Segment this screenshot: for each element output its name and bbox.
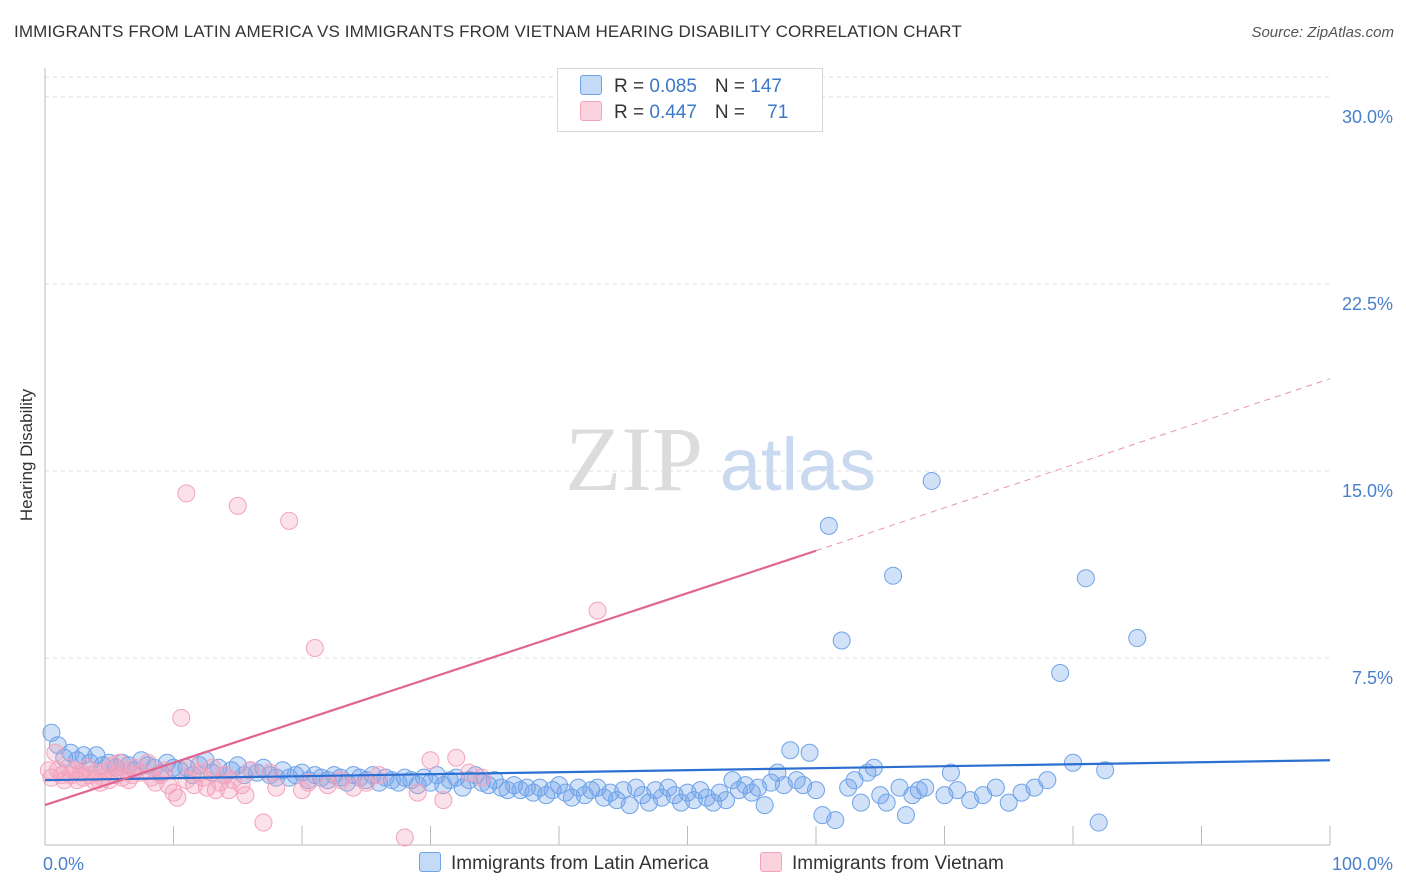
- point-latin-america: [1038, 771, 1057, 790]
- point-vietnam: [168, 788, 187, 807]
- series-vietnam-points: [39, 484, 607, 847]
- point-latin-america: [922, 471, 941, 490]
- point-latin-america: [550, 776, 568, 795]
- point-latin-america: [999, 793, 1018, 812]
- bottom-legend-swatch-pink: [760, 852, 782, 872]
- axes: [44, 68, 1331, 846]
- point-latin-america: [839, 778, 858, 797]
- legend-r-label: R =: [614, 76, 650, 97]
- trend-line-latin-america: [44, 759, 1331, 782]
- point-latin-america: [884, 566, 903, 585]
- y-tick-label: 22.5%: [1342, 294, 1393, 314]
- x-tick-label: 0.0%: [43, 854, 84, 874]
- bottom-legend-vietnam: Immigrants from Vietnam: [760, 852, 1004, 875]
- point-latin-america: [1064, 753, 1082, 772]
- point-latin-america: [1096, 761, 1115, 780]
- grid-lines: [45, 76, 1330, 659]
- legend-n-value: 71: [767, 102, 789, 123]
- trend-line-vietnam-extension: [815, 378, 1331, 552]
- legend-n-value: 147: [750, 76, 782, 97]
- point-latin-america: [755, 796, 774, 815]
- point-vietnam: [228, 496, 247, 515]
- legend-row-latin-america: R = 0.085 N = 147: [580, 75, 782, 101]
- watermark-atlas: atlas: [720, 423, 876, 506]
- bottom-legend-label: Immigrants from Latin America: [451, 853, 709, 874]
- point-vietnam: [293, 781, 311, 800]
- point-latin-america: [941, 763, 960, 782]
- point-latin-america: [453, 778, 472, 797]
- watermark: ZIP atlas: [565, 408, 876, 510]
- trend-lines: [44, 378, 1331, 807]
- point-latin-america: [691, 781, 710, 800]
- legend-swatch-blue: [580, 75, 602, 95]
- point-latin-america: [659, 778, 678, 797]
- point-latin-america: [1128, 629, 1147, 648]
- point-latin-america: [1076, 569, 1095, 588]
- y-tick-label: 30.0%: [1342, 107, 1393, 127]
- point-vietnam: [299, 773, 318, 792]
- point-vietnam: [172, 708, 191, 727]
- point-vietnam: [254, 813, 273, 832]
- point-vietnam: [408, 783, 427, 802]
- point-latin-america: [871, 786, 890, 805]
- point-vietnam: [588, 601, 607, 620]
- point-latin-america: [826, 811, 845, 830]
- point-vietnam: [236, 786, 255, 805]
- source-note: Source: ZipAtlas.com: [1251, 24, 1394, 41]
- point-vietnam: [421, 751, 440, 770]
- point-latin-america: [620, 796, 639, 815]
- legend-swatch-pink: [580, 101, 602, 121]
- legend-n-label: N =: [714, 76, 751, 97]
- point-vietnam: [267, 778, 286, 797]
- tick-labels: 7.5% 15.0% 22.5% 30.0% 0.0% 100.0%: [43, 107, 1393, 874]
- point-latin-america: [710, 783, 729, 802]
- point-vietnam: [434, 791, 453, 810]
- point-latin-america: [627, 778, 646, 797]
- point-latin-america: [781, 741, 800, 760]
- point-vietnam: [280, 511, 299, 530]
- y-tick-label: 7.5%: [1352, 668, 1393, 688]
- point-latin-america: [896, 806, 915, 825]
- point-latin-america: [807, 781, 825, 800]
- point-latin-america: [877, 793, 896, 812]
- point-latin-america: [800, 743, 819, 762]
- watermark-zip: ZIP: [565, 408, 703, 510]
- legend-row-vietnam: R = 0.447 N = 71: [580, 101, 788, 127]
- point-latin-america: [986, 778, 1005, 797]
- point-latin-america: [1089, 813, 1108, 832]
- point-latin-america: [819, 516, 838, 535]
- point-vietnam: [177, 484, 196, 503]
- bottom-legend-swatch-blue: [419, 852, 441, 872]
- point-latin-america: [1051, 663, 1070, 682]
- point-vietnam: [447, 748, 466, 767]
- point-vietnam: [395, 828, 414, 847]
- y-tick-label: 15.0%: [1342, 481, 1393, 501]
- point-vietnam: [260, 763, 279, 782]
- point-vietnam: [472, 768, 491, 787]
- x-tick-label: 100.0%: [1332, 854, 1393, 874]
- point-latin-america: [948, 781, 967, 800]
- bottom-legend-label: Immigrants from Vietnam: [792, 853, 1004, 874]
- point-vietnam: [223, 771, 242, 790]
- point-vietnam: [305, 639, 324, 658]
- legend-n-label: N =: [714, 102, 751, 123]
- point-latin-america: [832, 631, 851, 650]
- legend-r-value: 0.447: [649, 102, 697, 123]
- point-vietnam: [46, 743, 65, 762]
- point-latin-america: [851, 793, 870, 812]
- chart-title: IMMIGRANTS FROM LATIN AMERICA VS IMMIGRA…: [14, 22, 962, 41]
- point-latin-america: [916, 778, 935, 797]
- y-axis-title: Hearing Disability: [17, 388, 36, 522]
- trend-line-vietnam: [44, 549, 817, 807]
- point-latin-america: [717, 791, 736, 810]
- stats-legend: R = 0.085 N = 147 R = 0.447 N = 71: [557, 68, 823, 132]
- bottom-legend-latin-america: Immigrants from Latin America: [419, 852, 709, 875]
- legend-r-value: 0.085: [649, 76, 697, 97]
- legend-r-label: R =: [614, 102, 650, 123]
- point-vietnam: [241, 761, 260, 780]
